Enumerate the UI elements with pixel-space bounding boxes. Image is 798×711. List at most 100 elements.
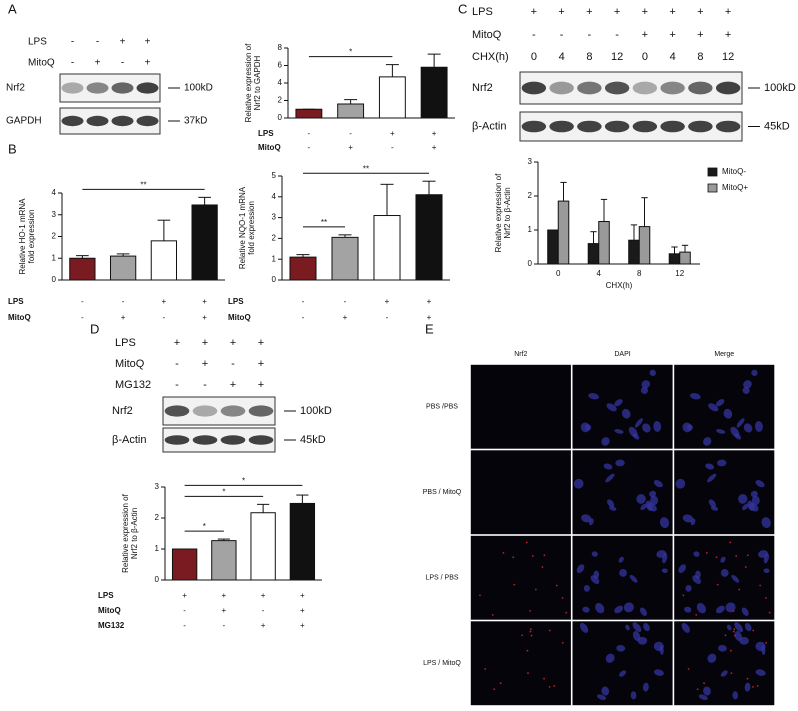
nucleus <box>715 399 725 407</box>
nucleus <box>707 473 717 483</box>
bar <box>331 236 359 281</box>
nrf2-signal <box>527 672 529 675</box>
bar <box>289 502 316 581</box>
band-size: 100kD <box>300 405 332 417</box>
band-name: β-Actin <box>112 434 146 446</box>
panel-label: D <box>90 321 99 336</box>
condition-sign: + <box>586 6 592 18</box>
y-axis-label: Relative NQO-1 mRNA <box>238 186 247 269</box>
bar <box>378 76 406 119</box>
nrf2-signal <box>765 596 767 599</box>
nucleus <box>708 499 716 508</box>
nucleus <box>640 503 647 511</box>
blot-band <box>192 435 218 445</box>
nucleus <box>580 422 590 433</box>
y-tick-label: 5 <box>272 171 277 180</box>
nrf2-signal <box>479 594 481 597</box>
nucleus <box>581 514 592 523</box>
bar <box>211 540 237 581</box>
nucleus <box>591 551 598 557</box>
nucleus <box>755 480 765 488</box>
significance-label: ** <box>140 180 146 189</box>
significance-label: * <box>222 487 225 496</box>
nrf2-signal <box>738 588 741 591</box>
nucleus <box>723 408 733 419</box>
nucleus <box>730 426 740 438</box>
nucleus <box>605 473 615 483</box>
nrf2-signal <box>534 588 537 591</box>
nucleus <box>641 380 651 389</box>
micrograph <box>674 535 775 620</box>
band-name: Nrf2 <box>6 83 25 94</box>
y-axis-label: Relative expression of <box>244 43 253 122</box>
nucleus <box>725 602 736 613</box>
condition-sign: - <box>81 297 84 306</box>
nucleus <box>738 494 748 504</box>
nucleus <box>588 393 600 400</box>
nucleus <box>609 506 617 511</box>
y-tick-label: 2 <box>272 234 277 243</box>
nrf2-signal <box>529 628 532 631</box>
nrf2-signal <box>513 583 516 586</box>
y-tick-label: 1 <box>52 253 57 262</box>
nucleus <box>605 653 615 663</box>
nucleus <box>621 408 631 419</box>
y-tick-label: 2 <box>528 191 533 200</box>
condition-label: MitoQ <box>98 606 121 615</box>
y-tick-label: 0 <box>155 575 160 584</box>
bar <box>587 243 600 265</box>
condition-sign: + <box>121 313 126 322</box>
nrf2-signal <box>703 682 705 685</box>
nrf2-signal <box>526 649 529 652</box>
nucleus <box>642 423 651 433</box>
bar <box>679 251 691 265</box>
nucleus <box>703 686 711 696</box>
nucleus <box>653 421 662 432</box>
condition-sign: - <box>223 621 226 630</box>
nucleus <box>619 670 627 677</box>
nrf2-signal <box>530 634 533 637</box>
y-tick-label: 4 <box>52 188 57 197</box>
blot-band <box>220 435 246 445</box>
condition-sign: - <box>163 313 166 322</box>
y-axis-label: fold expression <box>27 210 36 264</box>
y-tick-label: 4 <box>278 78 283 87</box>
nucleus <box>689 393 701 400</box>
bar <box>415 194 443 281</box>
nrf2-signal <box>696 688 699 691</box>
nucleus <box>647 502 657 512</box>
band-name: Nrf2 <box>472 82 493 94</box>
blot-band <box>604 120 630 133</box>
y-tick-label: 8 <box>278 43 283 52</box>
nrf2-signal <box>716 583 719 586</box>
nucleus <box>653 480 663 488</box>
bar <box>109 255 137 281</box>
blot-band <box>660 120 685 133</box>
condition-sign: + <box>348 143 353 152</box>
condition-sign: - <box>203 379 207 391</box>
band-size: 37kD <box>184 116 207 127</box>
nucleus <box>576 564 585 574</box>
significance-label: * <box>349 48 352 57</box>
nucleus <box>750 490 758 498</box>
nucleus <box>642 682 649 692</box>
condition-sign: + <box>162 297 167 306</box>
condition-sign: + <box>261 621 266 630</box>
legend-swatch <box>707 167 718 177</box>
nucleus <box>751 495 760 506</box>
bar <box>638 226 651 265</box>
condition-label: LPS <box>228 297 244 306</box>
condition-sign: 12 <box>722 51 734 63</box>
bar <box>295 108 323 119</box>
nucleus <box>607 499 615 508</box>
blot-band <box>192 405 218 417</box>
condition-sign: - <box>615 29 619 41</box>
blot-band <box>248 405 274 417</box>
column-header: Nrf2 <box>514 351 527 358</box>
nrf2-signal <box>752 685 754 688</box>
condition-sign: + <box>258 358 264 370</box>
legend-label: MitoQ- <box>722 167 746 176</box>
nucleus <box>662 553 668 564</box>
nucleus <box>731 574 740 583</box>
condition-sign: - <box>175 379 179 391</box>
